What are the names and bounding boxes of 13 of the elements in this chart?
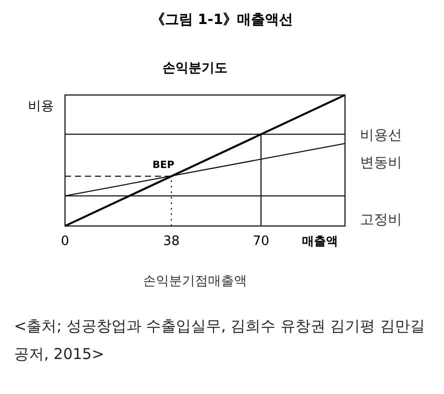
x-tick-label: 38 — [163, 234, 180, 249]
series-label: 비용선 — [360, 127, 402, 144]
chart-subtitle: 손익분기도 — [162, 61, 228, 76]
text: 변동비 — [360, 155, 402, 171]
text: <출처; 성공창업과 수출입실무, 김희수 유창권 김기평 김만길 공저, 2015> — [14, 316, 426, 365]
text: 고정비 — [360, 212, 402, 228]
chart-title: 《그림 1-1》매출액선 — [150, 12, 294, 28]
x-tick-label: 0 — [60, 234, 70, 249]
annotation: BEP — [152, 160, 174, 172]
y-axis-title: 비용 — [28, 99, 54, 114]
text: 손익분기점매출액 — [143, 274, 247, 289]
x-tick-label: 70 — [252, 234, 270, 249]
x-axis-title: 매출액 — [302, 234, 338, 248]
